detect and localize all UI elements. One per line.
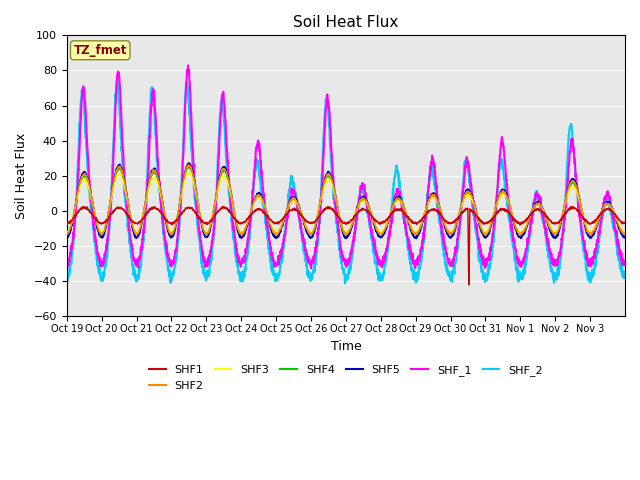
SHF5 bbox=[63, 234, 70, 240]
SHF5 bbox=[413, 236, 420, 241]
SHF2 bbox=[239, 230, 247, 236]
SHF_2 bbox=[119, 165, 127, 171]
SHF_2 bbox=[621, 274, 628, 280]
SHF4 bbox=[97, 232, 105, 238]
SHF1 bbox=[546, 216, 554, 222]
SHF1 bbox=[220, 204, 227, 209]
SHF1 bbox=[63, 221, 70, 227]
SHF5 bbox=[185, 160, 193, 166]
Line: SHF1: SHF1 bbox=[67, 206, 625, 285]
SHF1 bbox=[465, 282, 472, 288]
SHF_1 bbox=[184, 62, 192, 68]
SHF3 bbox=[613, 217, 621, 223]
SHF_2 bbox=[63, 278, 70, 284]
X-axis label: Time: Time bbox=[330, 340, 361, 353]
SHF_1 bbox=[63, 263, 70, 269]
SHF4 bbox=[613, 218, 621, 224]
SHF1 bbox=[621, 220, 628, 226]
SHF4 bbox=[63, 232, 70, 238]
SHF2 bbox=[514, 229, 522, 235]
SHF2 bbox=[380, 229, 387, 235]
SHF3 bbox=[239, 228, 247, 234]
SHF_1 bbox=[239, 259, 247, 264]
SHF5 bbox=[239, 234, 247, 240]
SHF3 bbox=[621, 229, 628, 235]
Y-axis label: Soil Heat Flux: Soil Heat Flux bbox=[15, 133, 28, 219]
SHF5 bbox=[621, 234, 628, 240]
SHF_1 bbox=[307, 265, 315, 271]
SHF_2 bbox=[341, 280, 349, 286]
Line: SHF2: SHF2 bbox=[67, 165, 625, 235]
SHF_1 bbox=[621, 261, 628, 267]
Line: SHF_1: SHF_1 bbox=[67, 65, 625, 268]
SHF1 bbox=[515, 219, 522, 225]
SHF1 bbox=[118, 206, 126, 212]
SHF3 bbox=[63, 228, 70, 234]
SHF1 bbox=[239, 219, 247, 225]
SHF4 bbox=[515, 229, 522, 235]
SHF_2 bbox=[546, 260, 554, 265]
SHF5 bbox=[546, 227, 554, 232]
SHF4 bbox=[380, 229, 388, 235]
SHF2 bbox=[621, 232, 628, 238]
SHF2 bbox=[588, 232, 595, 238]
Legend: SHF1, SHF2, SHF3, SHF4, SHF5, SHF_1, SHF_2: SHF1, SHF2, SHF3, SHF4, SHF5, SHF_1, SHF… bbox=[145, 361, 547, 395]
SHF_2 bbox=[380, 269, 388, 275]
SHF3 bbox=[118, 177, 126, 182]
Line: SHF3: SHF3 bbox=[67, 172, 625, 233]
Line: SHF5: SHF5 bbox=[67, 163, 625, 239]
SHF_1 bbox=[515, 254, 522, 260]
SHF_1 bbox=[546, 246, 554, 252]
SHF4 bbox=[239, 231, 247, 237]
SHF4 bbox=[621, 231, 628, 237]
SHF2 bbox=[118, 170, 126, 176]
SHF5 bbox=[613, 221, 621, 227]
SHF3 bbox=[515, 228, 522, 234]
SHF4 bbox=[185, 164, 193, 170]
SHF2 bbox=[613, 219, 621, 225]
Title: Soil Heat Flux: Soil Heat Flux bbox=[293, 15, 399, 30]
SHF1 bbox=[613, 214, 621, 220]
SHF3 bbox=[185, 169, 193, 175]
SHF_2 bbox=[239, 270, 247, 276]
SHF3 bbox=[132, 230, 140, 236]
SHF2 bbox=[63, 231, 70, 237]
SHF_2 bbox=[515, 272, 522, 278]
SHF_2 bbox=[613, 251, 621, 256]
SHF1 bbox=[380, 219, 387, 225]
SHF5 bbox=[380, 232, 387, 238]
SHF5 bbox=[515, 233, 522, 239]
Line: SHF_2: SHF_2 bbox=[67, 81, 625, 283]
SHF_1 bbox=[118, 139, 126, 145]
SHF4 bbox=[119, 173, 127, 179]
SHF3 bbox=[546, 223, 554, 228]
SHF_2 bbox=[113, 78, 121, 84]
SHF5 bbox=[118, 168, 126, 173]
Line: SHF4: SHF4 bbox=[67, 167, 625, 235]
SHF3 bbox=[380, 227, 388, 233]
SHF_1 bbox=[613, 239, 621, 244]
Text: TZ_fmet: TZ_fmet bbox=[74, 44, 127, 57]
SHF2 bbox=[545, 224, 553, 230]
SHF2 bbox=[185, 162, 193, 168]
SHF_1 bbox=[380, 260, 388, 265]
SHF4 bbox=[546, 225, 554, 231]
